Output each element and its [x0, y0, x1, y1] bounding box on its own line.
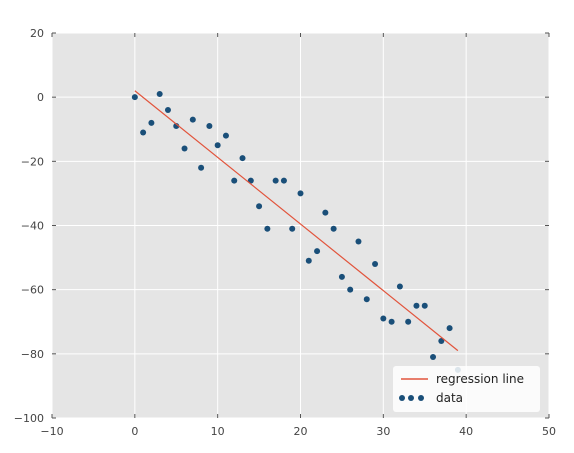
x-tick-label: 40: [459, 425, 473, 438]
data-point: [446, 325, 453, 332]
legend-box: [393, 366, 540, 412]
data-point: [256, 203, 263, 210]
data-point: [430, 354, 437, 361]
data-point: [148, 119, 155, 126]
series-layer: [131, 90, 461, 373]
data-point: [421, 302, 428, 309]
legend-marker-3: [418, 395, 424, 401]
data-point: [347, 286, 354, 293]
data-point: [206, 123, 213, 130]
data-point: [222, 132, 229, 139]
y-tick-label: −100: [14, 412, 44, 425]
data-point: [314, 248, 321, 255]
legend: regression line data: [393, 366, 540, 412]
x-tick-label: 10: [211, 425, 225, 438]
legend-marker-2: [408, 395, 414, 401]
axis-ticks: [51, 32, 550, 419]
x-tick-label: 50: [542, 425, 556, 438]
y-tick-label: −80: [21, 348, 44, 361]
y-tick-label: −40: [21, 220, 44, 233]
data-point: [372, 261, 379, 267]
data-point: [305, 257, 312, 264]
data-point: [198, 164, 205, 171]
data-point: [140, 129, 147, 136]
data-point: [380, 315, 387, 322]
data-point: [264, 225, 271, 232]
data-point: [214, 142, 221, 149]
data-point: [156, 90, 163, 97]
data-point: [280, 177, 287, 184]
x-axis-tick-labels: −10 0 10 20 30 40 50: [40, 425, 556, 438]
legend-marker-1: [399, 395, 405, 401]
data-point: [189, 116, 196, 123]
data-point: [396, 283, 403, 290]
data-point: [388, 318, 395, 325]
y-tick-label: −60: [21, 284, 44, 297]
data-point: [355, 238, 362, 245]
data-point: [297, 190, 304, 197]
y-axis-tick-labels: 20 0 −20 −40 −60 −80 −100: [14, 27, 44, 425]
x-tick-label: 20: [294, 425, 308, 438]
data-point: [338, 273, 345, 280]
data-point: [438, 338, 445, 344]
y-tick-label: 20: [30, 27, 44, 40]
data-point: [322, 209, 329, 216]
data-point: [363, 296, 370, 303]
data-point: [239, 155, 246, 162]
x-tick-label: −10: [40, 425, 63, 438]
x-tick-label: 0: [131, 425, 138, 438]
data-point: [289, 225, 296, 232]
data-point: [131, 94, 138, 101]
data-point: [164, 107, 171, 113]
data-point: [330, 225, 337, 232]
regression-line: [134, 90, 459, 352]
data-point: [231, 177, 238, 184]
data-point: [405, 318, 412, 325]
data-point: [272, 177, 279, 184]
data-point: [413, 302, 420, 309]
x-tick-label: 30: [376, 425, 390, 438]
y-tick-label: 0: [37, 91, 44, 104]
y-tick-label: −20: [21, 155, 44, 168]
legend-label-data: data: [436, 391, 463, 405]
data-point: [181, 145, 188, 152]
legend-label-regression-line: regression line: [436, 372, 524, 386]
